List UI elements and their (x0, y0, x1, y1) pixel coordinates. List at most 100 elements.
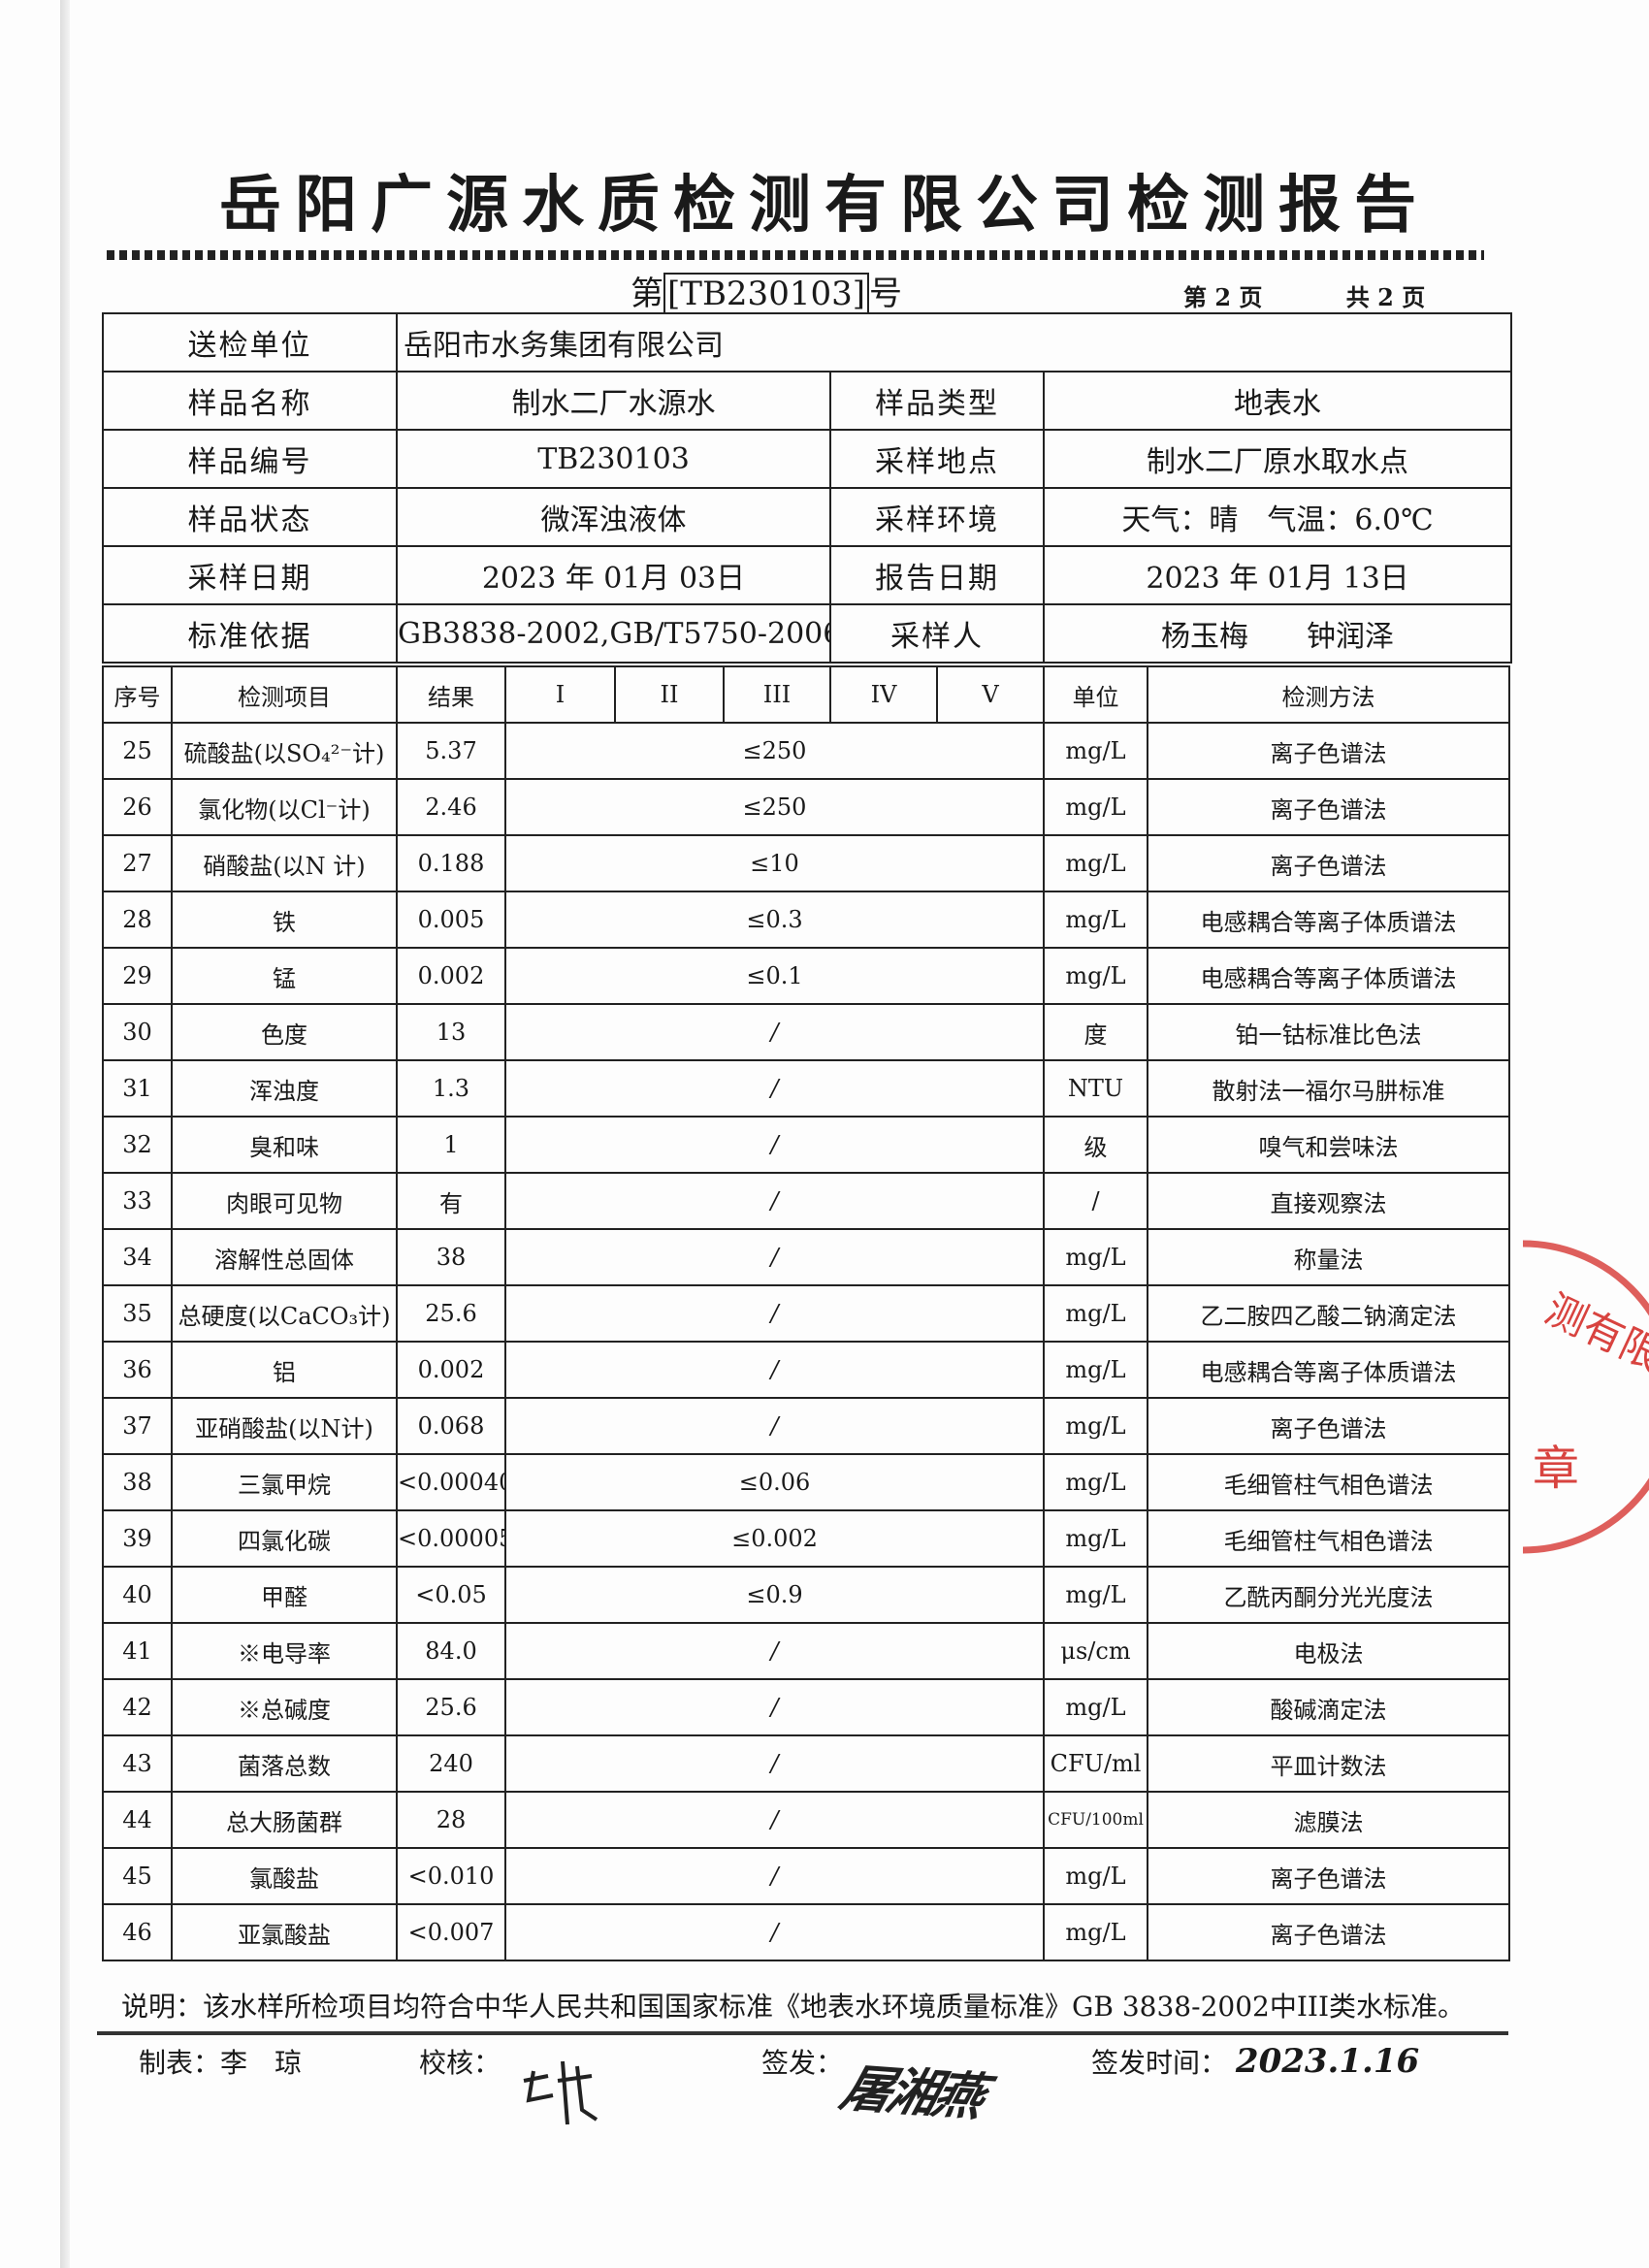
test-method: 离子色谱法 (1147, 834, 1510, 892)
row-number: 35 (102, 1284, 173, 1343)
test-method: 毛细管柱气相色谱法 (1147, 1453, 1510, 1511)
unit: mg/L (1043, 722, 1148, 780)
result: 28 (396, 1791, 506, 1849)
checker-signature (523, 2060, 598, 2125)
standard-limit: ≤0.9 (504, 1566, 1045, 1624)
column-header: 检测项目 (171, 665, 398, 724)
row-number: 30 (102, 1003, 173, 1061)
sample-name-label: 样品名称 (102, 371, 398, 431)
row-number: 42 (102, 1678, 173, 1736)
table-row: 26 氯化物(以Cl⁻计) 2.46 ≤250 mg/L 离子色谱法 (102, 778, 1510, 836)
row-number: 46 (102, 1903, 173, 1961)
test-method: 直接观察法 (1147, 1172, 1510, 1230)
standard-limit: / (504, 1059, 1045, 1118)
unit: mg/L (1043, 1397, 1148, 1455)
report-number-suffix: 号 (868, 275, 902, 313)
standard-value: GB3838-2002,GB/T5750-2006 (396, 603, 831, 664)
result: 5.37 (396, 722, 506, 780)
state-value: 微浑浊液体 (396, 487, 831, 547)
unit: CFU/100ml (1043, 1791, 1148, 1849)
test-item: 肉眼可见物 (171, 1172, 398, 1230)
test-item: 亚氯酸盐 (171, 1903, 398, 1961)
column-header: III (723, 665, 831, 724)
test-item: 锰 (171, 947, 398, 1005)
table-row: 35 总硬度(以CaCO₃计) 25.6/mg/L 乙二胺四乙酸二钠滴定法 (102, 1284, 1510, 1343)
row-number: 34 (102, 1228, 173, 1286)
info-row: 样品编号 TB230103 采样地点 制水二厂原水取水点 (102, 429, 1513, 489)
column-header: 检测方法 (1147, 665, 1510, 724)
result: 38 (396, 1228, 506, 1286)
dotted-divider (107, 250, 1484, 260)
info-row: 采样日期 2023 年 01月 03日 报告日期 2023 年 01月 13日 (102, 545, 1513, 605)
table-row: 41 ※电导率 84.0/μs/cm 电极法 (102, 1622, 1510, 1680)
issued-by: 签发：屠湘燕 (761, 2042, 988, 2127)
sample-id-value: TB230103 (396, 429, 831, 489)
test-method: 酸碱滴定法 (1147, 1678, 1510, 1736)
info-row: 样品状态 微浑浊液体 采样环境 天气：晴 气温：6.0℃ (102, 487, 1513, 547)
results-table: 序号 检测项目 结果 I II III IV V 单位 检测方法 25 硫酸盐(以SO₄²⁻计) 5.… (102, 665, 1510, 1961)
row-number: 43 (102, 1734, 173, 1793)
location-label: 采样地点 (829, 429, 1045, 489)
test-item: ※总碱度 (171, 1678, 398, 1736)
table-row: 45 氯酸盐 <0.010/mg/L 离子色谱法 (102, 1847, 1510, 1905)
report-date-label: 报告日期 (829, 545, 1045, 605)
table-row: 25 硫酸盐(以SO₄²⁻计) 5.37 ≤250 mg/L 离子色谱法 (102, 722, 1510, 780)
standard-label: 标准依据 (102, 603, 398, 664)
test-item: 总硬度(以CaCO₃计) (171, 1284, 398, 1343)
test-item: 铝 (171, 1341, 398, 1399)
conclusion-note: 说明：该水样所检项目均符合中华人民共和国国家标准《地表水环境质量标准》GB 38… (121, 1991, 1466, 2023)
results-body: 25 硫酸盐(以SO₄²⁻计) 5.37 ≤250 mg/L 离子色谱法 26 氯化物(以Cl… (102, 722, 1510, 1961)
unit: CFU/ml (1043, 1734, 1148, 1793)
current-page: 第 2 页 (1183, 283, 1263, 311)
result: 0.002 (396, 1341, 506, 1399)
result: <0.010 (396, 1847, 506, 1905)
test-item: 甲醛 (171, 1566, 398, 1624)
test-item: 臭和味 (171, 1116, 398, 1174)
test-method: 离子色谱法 (1147, 722, 1510, 780)
prepared-label: 制表： (139, 2047, 221, 2079)
test-item: 氯酸盐 (171, 1847, 398, 1905)
info-row: 标准依据 GB3838-2002,GB/T5750-2006 采样人 杨玉梅 钟润泽 (102, 603, 1513, 664)
standard-limit: ≤0.3 (504, 891, 1045, 949)
test-method: 离子色谱法 (1147, 778, 1510, 836)
sample-id-label: 样品编号 (102, 429, 398, 489)
prepared-by: 制表：李 琼 (139, 2042, 302, 2081)
column-header: 单位 (1043, 665, 1148, 724)
standard-limit: ≤10 (504, 834, 1045, 892)
report-number: 第 [TB230103] 号 (630, 267, 902, 314)
standard-limit: / (504, 1172, 1045, 1230)
info-row: 送检单位 岳阳市水务集团有限公司 (102, 312, 1513, 373)
row-number: 41 (102, 1622, 173, 1680)
standard-limit: ≤0.002 (504, 1509, 1045, 1568)
scan-edge (60, 0, 70, 2268)
svg-text:测有限公: 测有限公 (1538, 1285, 1649, 1397)
test-item: 亚硝酸盐(以N计) (171, 1397, 398, 1455)
test-method: 毛细管柱气相色谱法 (1147, 1509, 1510, 1568)
table-row: 44 总大肠菌群 28/CFU/100ml 滤膜法 (102, 1791, 1510, 1849)
table-row: 36 铝 0.002/mg/L 电感耦合等离子体质谱法 (102, 1341, 1510, 1399)
divider (97, 2031, 1508, 2035)
result: <0.00005 (396, 1509, 506, 1568)
unit: mg/L (1043, 1678, 1148, 1736)
table-row: 34 溶解性总固体 38/mg/L 称量法 (102, 1228, 1510, 1286)
test-method: 乙二胺四乙酸二钠滴定法 (1147, 1284, 1510, 1343)
test-method: 电感耦合等离子体质谱法 (1147, 947, 1510, 1005)
row-number: 32 (102, 1116, 173, 1174)
result: 240 (396, 1734, 506, 1793)
test-item: 氯化物(以Cl⁻计) (171, 778, 398, 836)
table-row: 29 锰 0.002 ≤0.1 mg/L 电感耦合等离子体质谱法 (102, 947, 1510, 1005)
unit: mg/L (1043, 1228, 1148, 1286)
official-seal: 测有限公 章 (1523, 1240, 1649, 1554)
result: 0.002 (396, 947, 506, 1005)
result: 1 (396, 1116, 506, 1174)
table-row: 42 ※总碱度 25.6/mg/L 酸碱滴定法 (102, 1678, 1510, 1736)
test-item: 三氯甲烷 (171, 1453, 398, 1511)
total-pages: 共 2 页 (1345, 283, 1426, 311)
result: 0.005 (396, 891, 506, 949)
test-item: 色度 (171, 1003, 398, 1061)
test-method: 称量法 (1147, 1228, 1510, 1286)
state-label: 样品状态 (102, 487, 398, 547)
standard-limit: / (504, 1791, 1045, 1849)
column-header: IV (829, 665, 938, 724)
unit: 度 (1043, 1003, 1148, 1061)
